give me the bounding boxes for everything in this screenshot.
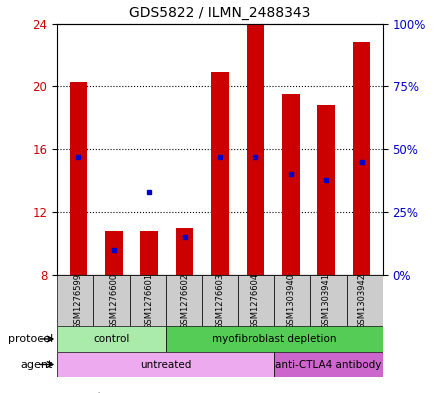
Bar [317, 105, 335, 275]
Bar [57, 352, 274, 377]
Text: GSM1276600: GSM1276600 [109, 273, 118, 329]
Bar [166, 275, 202, 326]
Text: GSM1276601: GSM1276601 [145, 273, 154, 329]
Text: control: control [93, 334, 130, 344]
Bar [347, 275, 383, 326]
Text: protocol: protocol [7, 334, 53, 344]
Bar [353, 42, 370, 275]
Bar [105, 231, 123, 275]
Text: ■: ■ [57, 392, 66, 393]
Bar [246, 24, 264, 275]
Bar [129, 275, 166, 326]
Text: GSM1303941: GSM1303941 [322, 273, 331, 329]
Text: GSM1303942: GSM1303942 [357, 273, 366, 329]
Bar [282, 94, 300, 275]
Bar [57, 326, 166, 352]
Bar [274, 352, 383, 377]
Bar [166, 326, 383, 352]
Text: GSM1276599: GSM1276599 [74, 273, 83, 329]
Text: GSM1303940: GSM1303940 [286, 273, 295, 329]
Bar [211, 72, 229, 275]
Bar [93, 275, 129, 326]
Bar [57, 275, 93, 326]
Bar [311, 275, 347, 326]
Text: count: count [75, 392, 103, 393]
Text: myofibroblast depletion: myofibroblast depletion [212, 334, 337, 344]
Text: GSM1276602: GSM1276602 [180, 273, 189, 329]
Bar [238, 275, 274, 326]
Bar [274, 275, 311, 326]
Bar [176, 228, 194, 275]
Bar [140, 231, 158, 275]
Text: anti-CTLA4 antibody: anti-CTLA4 antibody [275, 360, 382, 369]
Text: GSM1276604: GSM1276604 [251, 273, 260, 329]
Text: untreated: untreated [140, 360, 191, 369]
Bar [70, 82, 87, 275]
Title: GDS5822 / ILMN_2488343: GDS5822 / ILMN_2488343 [129, 6, 311, 20]
Text: agent: agent [20, 360, 53, 369]
Bar [202, 275, 238, 326]
Text: GSM1276603: GSM1276603 [216, 272, 224, 329]
